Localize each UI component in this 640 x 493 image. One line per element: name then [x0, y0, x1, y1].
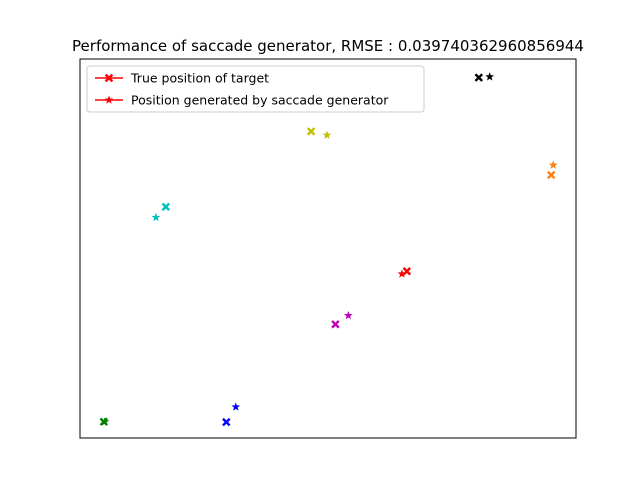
legend-marker-x: [104, 73, 114, 83]
true-position-marker-5: [331, 320, 340, 329]
chart-title: Performance of saccade generator, RMSE :…: [72, 37, 584, 55]
true-position-marker-6: [222, 417, 231, 427]
legend-box: [86, 65, 425, 113]
legend-label-1: Position generated by saccade generator: [131, 93, 389, 108]
plot-area: [79, 58, 577, 439]
generated-position-marker-5: [343, 310, 353, 320]
legend-label-0: True position of target: [130, 71, 269, 86]
generated-position-marker-0: [485, 72, 495, 81]
generated-position-marker-3: [151, 212, 161, 222]
true-position-marker-0: [474, 73, 483, 82]
true-position-marker-2: [547, 170, 556, 180]
legend: True position of target Position generate…: [86, 65, 425, 113]
generated-position-marker-2: [548, 160, 558, 169]
generated-position-marker-1: [322, 130, 332, 139]
true-position-marker-3: [161, 202, 171, 212]
legend-marker-star: [104, 95, 114, 104]
axes-frame: [79, 58, 577, 439]
generated-position-marker-4: [397, 269, 407, 278]
generated-position-marker-7: [100, 417, 110, 426]
generated-position-marker-6: [231, 402, 241, 411]
true-position-marker-1: [306, 127, 316, 136]
